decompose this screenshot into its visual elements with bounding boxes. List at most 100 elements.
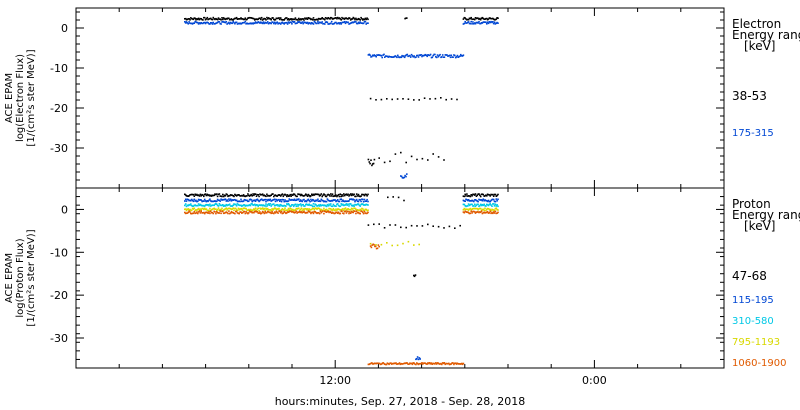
data-point <box>436 362 439 364</box>
data-point <box>218 21 221 23</box>
data-point <box>197 18 199 21</box>
data-point <box>343 193 345 195</box>
data-point <box>236 212 239 214</box>
data-point <box>193 204 196 207</box>
data-point <box>362 22 365 25</box>
data-point <box>299 22 302 24</box>
data-point <box>289 193 291 196</box>
data-point <box>332 23 335 25</box>
data-point <box>241 22 244 24</box>
data-point <box>195 204 197 207</box>
data-point <box>276 208 278 210</box>
data-point <box>251 203 253 205</box>
data-point <box>462 18 465 20</box>
data-point <box>282 205 285 207</box>
data-point <box>383 161 386 164</box>
data-point <box>190 204 193 207</box>
data-point <box>317 207 320 209</box>
data-point <box>266 16 268 19</box>
data-point <box>328 23 330 25</box>
data-point <box>447 55 449 57</box>
data-point <box>204 18 207 21</box>
data-point <box>294 199 297 202</box>
data-point <box>418 243 420 246</box>
data-point <box>217 207 220 209</box>
data-point <box>402 177 405 179</box>
data-point <box>221 195 223 198</box>
data-point <box>396 98 399 100</box>
data-point <box>258 17 260 20</box>
data-point <box>415 56 417 58</box>
data-point <box>288 19 291 21</box>
data-point <box>202 194 204 196</box>
data-point <box>301 204 304 206</box>
data-point <box>474 212 477 214</box>
data-point <box>459 55 461 57</box>
data-point <box>355 212 357 215</box>
data-point <box>216 195 219 198</box>
data-point <box>477 17 479 20</box>
data-point <box>354 20 356 23</box>
data-point <box>409 56 412 58</box>
data-point <box>224 208 227 210</box>
data-point <box>465 18 467 20</box>
data-point <box>289 205 291 208</box>
data-point <box>372 363 375 365</box>
data-point <box>352 211 355 214</box>
data-point <box>372 162 375 165</box>
data-point <box>293 212 296 214</box>
data-point <box>219 22 221 25</box>
data-point <box>219 18 221 20</box>
data-point <box>357 193 360 196</box>
data-point <box>192 22 195 24</box>
data-point <box>241 212 243 214</box>
data-point <box>246 212 248 214</box>
data-point <box>263 212 266 215</box>
data-point <box>336 199 339 201</box>
data-point <box>211 208 214 211</box>
data-point <box>403 55 405 57</box>
data-point <box>448 225 451 228</box>
data-point <box>346 204 348 206</box>
data-point <box>244 17 247 19</box>
data-point <box>373 223 375 226</box>
data-point <box>260 193 263 196</box>
data-point <box>492 198 494 201</box>
data-point <box>341 16 343 19</box>
data-point <box>441 56 443 58</box>
data-point <box>243 198 246 201</box>
data-point <box>258 195 260 198</box>
data-point <box>496 17 498 19</box>
data-point <box>448 54 451 57</box>
data-point <box>234 212 236 215</box>
data-point <box>262 18 265 20</box>
data-point <box>246 18 248 21</box>
data-point <box>415 363 417 366</box>
data-point <box>334 212 336 215</box>
data-point <box>236 203 239 205</box>
data-point <box>282 212 285 214</box>
data-point <box>482 198 485 200</box>
data-point <box>243 207 246 209</box>
legend-entry-310-580: 310-580 <box>732 316 774 327</box>
data-point <box>203 21 206 24</box>
data-point <box>313 209 316 211</box>
data-point <box>254 210 257 213</box>
data-point <box>426 55 428 58</box>
data-point <box>471 208 473 210</box>
data-point <box>475 21 478 24</box>
data-point <box>283 209 285 211</box>
data-point <box>245 23 247 25</box>
data-point <box>454 362 456 365</box>
data-point <box>246 199 248 202</box>
data-point <box>406 173 408 175</box>
data-point <box>319 18 322 20</box>
data-point <box>312 193 315 196</box>
data-point <box>197 21 199 24</box>
data-point <box>260 194 262 196</box>
data-point <box>417 363 420 366</box>
data-point <box>366 195 368 197</box>
data-point <box>354 18 356 21</box>
data-point <box>214 200 216 202</box>
data-point <box>453 363 455 366</box>
